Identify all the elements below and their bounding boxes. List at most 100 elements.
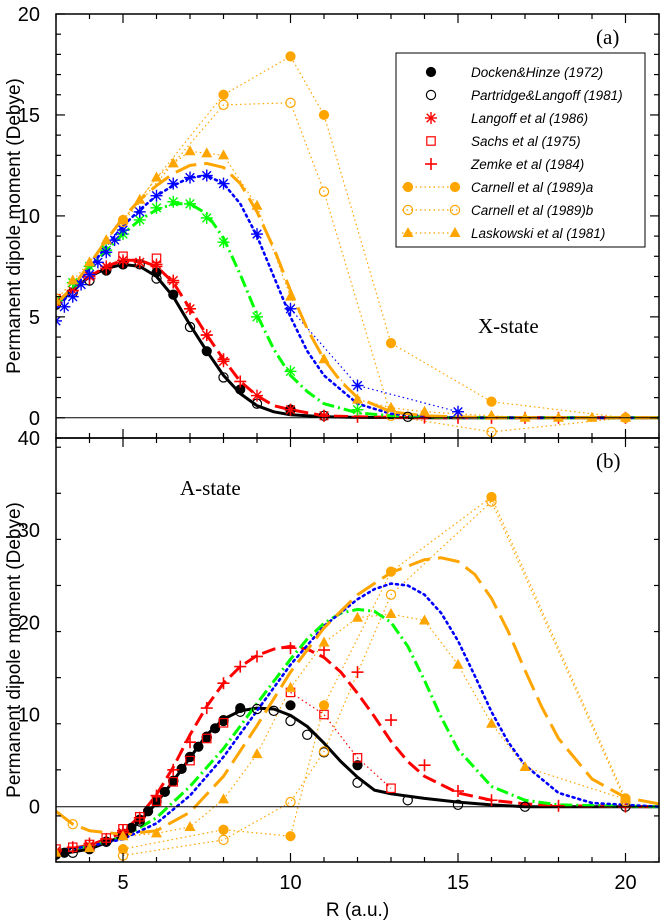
panel-label: (a) [596, 25, 619, 49]
dotted-line-laskowski [56, 150, 626, 419]
x-axis: 5 10 15 20 R (a.u.) [117, 872, 636, 921]
data-point-laskowski-et-al-1981- [352, 611, 363, 622]
data-point-zemke-et-al-1984- [200, 702, 213, 715]
data-point-carnell-et-al-1989-b [486, 496, 497, 507]
data-point-zemke-et-al-1984- [234, 660, 247, 673]
data-point-green-stars [167, 195, 180, 208]
data-point-partridge-langoff-1981- [218, 372, 229, 383]
data-point-laskowski-et-al-1981- [352, 393, 363, 404]
legend-label: Zemke et al (1984) [470, 157, 584, 172]
y-tick-label: 15 [18, 105, 40, 127]
data-point-carnell-et-al-1989-a [486, 396, 497, 407]
legend-box [395, 52, 646, 248]
data-point-carnell-et-al-1989-a [385, 338, 397, 349]
y-tick-label: 30 [18, 520, 40, 542]
data-point-docken-hinze-1972- [235, 702, 246, 714]
data-point-laskowski-et-al-1981- [84, 256, 95, 267]
data-point-carnell-et-al-1989-a [318, 109, 330, 121]
y-tick-label: 0 [29, 408, 40, 430]
data-point-laskowski-et-al-1981- [251, 199, 263, 210]
ast-d2 [56, 295, 61, 302]
data-point-zemke-et-al-1984- [150, 260, 163, 273]
data-point-laskowski-et-al-1981- [318, 353, 330, 364]
data-point-partridge-langoff-1981- [184, 321, 196, 333]
legend-marker [425, 112, 437, 124]
data-point-blue-stars [200, 169, 213, 182]
data-point-sachs-et-al-1975- [352, 753, 363, 763]
ast-d2 [59, 301, 70, 312]
ast-d2 [134, 215, 145, 225]
data-point-zemke-et-al-1984- [234, 375, 247, 388]
y-tick-label: 10 [18, 705, 40, 727]
data-point-zemke-et-al-1984- [66, 841, 79, 854]
data-point-green-stars [200, 211, 213, 224]
data-point-laskowski-et-al-1981- [486, 409, 497, 420]
ast-d2 [134, 207, 145, 217]
data-point-zemke-et-al-1984- [56, 844, 62, 857]
data-point-green-stars [217, 236, 230, 249]
data-point-carnell-et-al-1989-a [285, 51, 296, 62]
data-point-zemke-et-al-1984- [100, 262, 113, 275]
data-point-laskowski-et-al-1981- [285, 681, 296, 692]
data-point-zemke-et-al-1984- [284, 642, 297, 655]
data-point-laskowski-et-al-1981- [519, 411, 531, 422]
data-point-blue-stars [251, 228, 263, 241]
ast-d2 [56, 846, 61, 852]
data-point-laskowski-et-al-1981- [486, 717, 497, 728]
data-point-green-stars [251, 310, 263, 323]
data-point-laskowski-et-al-1981- [385, 401, 397, 412]
dotted-line-sachs-dotted [290, 691, 392, 789]
data-point-laskowski-et-al-1981- [67, 274, 79, 285]
data-point-laskowski-et-al-1981- [84, 842, 95, 853]
dotted-line-carnell-a [122, 496, 627, 850]
data-point-blue-stars [133, 205, 146, 218]
data-point-green-stars [184, 197, 196, 210]
ast-d2 [426, 113, 436, 123]
ast-d2 [151, 203, 162, 213]
data-point-laskowski-et-al-1981- [519, 761, 531, 772]
ast-d2 [252, 312, 262, 322]
legend-label: Carnell et al (1989)a [471, 180, 594, 195]
data-point-docken-hinze-1972- [210, 723, 221, 734]
x-tick-label: 10 [279, 872, 301, 894]
legend-label: Partridge&Langoff (1981) [471, 88, 623, 103]
data-point-laskowski-et-al-1981- [419, 614, 430, 625]
data-point-green-stars [284, 365, 297, 378]
ast-d2 [285, 366, 296, 377]
data-point-partridge-langoff-1981- [268, 705, 279, 717]
legend-label: Carnell et al (1989)b [471, 203, 594, 218]
data-point-laskowski-et-al-1981- [184, 820, 196, 831]
data-point-blue-stars [351, 379, 364, 392]
ast-d2 [56, 297, 61, 304]
plot-area-b [56, 491, 659, 861]
legend: Docken&Hinze (1972) Partridge&Langoff (19… [395, 52, 646, 248]
dotted-line-laskowski [56, 613, 626, 854]
data-point-laskowski-et-al-1981- [251, 748, 263, 759]
data-point-carnell-et-al-1989-b [385, 589, 397, 600]
dotted-line-blue-stars-dotted [290, 308, 459, 413]
data-point-blue-stars [284, 302, 297, 315]
y-tick-label: 5 [29, 307, 40, 329]
legend-marker [402, 227, 414, 237]
dotted-line-carnell-b [122, 102, 626, 433]
data-point-docken-hinze-1972- [168, 289, 179, 300]
data-point-laskowski-et-al-1981- [100, 234, 112, 245]
ast-d2 [218, 178, 229, 189]
legend-marker [425, 89, 437, 101]
y-tick-label: 0 [29, 797, 40, 819]
ast-d2 [168, 178, 179, 189]
data-point-blue-stars [83, 268, 96, 281]
legend-marker [402, 204, 414, 216]
legend-label: Docken&Hinze (1972) [471, 65, 603, 80]
state-label: A-state [180, 476, 241, 500]
data-point-docken-hinze-1972- [201, 346, 212, 357]
data-point-laskowski-et-al-1981- [151, 171, 162, 182]
data-point-carnell-et-al-1989-b [318, 746, 330, 757]
data-point-laskowski-et-al-1981- [620, 411, 631, 422]
y-tick-label: 20 [18, 4, 40, 26]
data-point-zemke-et-al-1984- [418, 759, 431, 772]
legend-marker [425, 158, 437, 170]
y-tick-label: 20 [18, 612, 40, 634]
data-point-laskowski-et-al-1981- [318, 636, 330, 647]
